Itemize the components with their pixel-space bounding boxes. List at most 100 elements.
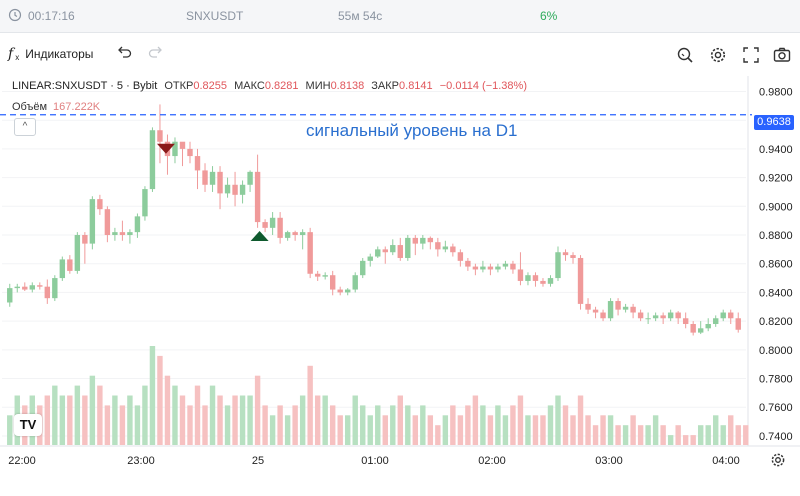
- low-label: МИН: [305, 80, 331, 92]
- volume-bar: [292, 405, 298, 445]
- volume-bar: [119, 405, 126, 445]
- volume-bar: [367, 415, 373, 445]
- time-axis[interactable]: 22:00 23:00 25 01:00 02:00 03:00 04:00: [8, 455, 740, 467]
- candle-body: [600, 312, 606, 319]
- candle-body: [420, 237, 426, 244]
- candle-body: [112, 232, 118, 236]
- volume-bar: [254, 375, 261, 445]
- candle-body: [532, 275, 539, 281]
- candle-body: [119, 232, 126, 236]
- candle-body: [59, 259, 66, 279]
- candle-body: [465, 260, 471, 267]
- candle-body: [217, 171, 223, 194]
- fullscreen-button[interactable]: [742, 46, 760, 64]
- signal-annotation: сигнальный уровень на D1: [306, 121, 518, 140]
- volume-bar: [577, 395, 584, 445]
- price-tick-label: 0.9200: [759, 173, 793, 185]
- candle-body: [262, 222, 268, 228]
- screenshot-button[interactable]: [773, 46, 791, 64]
- quick-search-button[interactable]: [676, 46, 694, 64]
- candle-body: [224, 184, 231, 194]
- volume-bar: [52, 385, 58, 445]
- volume-bar: [217, 395, 223, 445]
- time-tick-label: 01:00: [361, 455, 389, 467]
- open-value: 0.8255: [193, 80, 228, 92]
- price-tick-label: 0.9400: [759, 144, 793, 156]
- candle-body: [622, 306, 629, 310]
- candle-body: [277, 217, 283, 238]
- indicators-button[interactable]: f x Индикаторы: [8, 46, 93, 62]
- gear-icon: [771, 453, 785, 467]
- price-tick-label: 0.8200: [759, 316, 793, 328]
- tradingview-logo[interactable]: TV: [14, 414, 42, 436]
- candle-body: [457, 252, 464, 261]
- volume-bar: [44, 395, 51, 445]
- undo-button[interactable]: [116, 46, 132, 60]
- volume-bar: [314, 395, 321, 445]
- buy-marker-icon: [250, 231, 269, 242]
- volume-bar: [525, 415, 531, 445]
- candle-body: [637, 312, 644, 319]
- candle-body: [435, 242, 441, 250]
- candle-body: [74, 235, 81, 271]
- volume-bar: [412, 415, 419, 445]
- timer-text: 00:17:16: [28, 9, 75, 23]
- volume-bar: [179, 395, 186, 445]
- volume-bar: [284, 415, 291, 445]
- volume-bar: [562, 405, 569, 445]
- volume-bar: [149, 346, 156, 445]
- candle-body: [52, 278, 58, 299]
- time-tick-label: 25: [252, 455, 264, 467]
- volume-bar: [209, 385, 216, 445]
- volume-bar: [172, 385, 178, 445]
- volume-bar: [307, 365, 313, 445]
- axis-settings-button[interactable]: [770, 452, 786, 473]
- volume-bar: [352, 395, 358, 445]
- candle-body: [570, 255, 576, 258]
- volume-bar: [232, 395, 238, 445]
- price-axis[interactable]: 0.98000.96000.94000.92000.90000.88000.86…: [759, 86, 793, 442]
- candle-body: [645, 318, 651, 320]
- volume-bar: [104, 405, 111, 445]
- candle-body: [37, 285, 43, 287]
- price-tick-label: 0.7600: [759, 402, 793, 414]
- candle-body: [22, 286, 28, 290]
- settings-button[interactable]: [709, 46, 727, 64]
- candle-body: [89, 199, 96, 244]
- collapse-legend-button[interactable]: ^: [14, 118, 36, 136]
- candle-body: [555, 252, 561, 279]
- volume-bar: [442, 415, 449, 445]
- price-chart[interactable]: 0.98000.96000.94000.92000.90000.88000.86…: [0, 76, 800, 496]
- volume-bar: [337, 415, 343, 445]
- time-tick-label: 04:00: [712, 455, 740, 467]
- candle-body: [720, 312, 726, 319]
- low-value: 0.8138: [330, 80, 365, 92]
- candle-body: [525, 275, 531, 281]
- candle-body: [630, 306, 636, 313]
- volume-bar: [660, 425, 666, 445]
- volume-bar: [202, 405, 208, 445]
- symbol-legend[interactable]: LINEAR:SNXUSDT · 5 · Bybit: [12, 80, 158, 92]
- volume-bar: [630, 415, 636, 445]
- volume-bar: [735, 425, 741, 445]
- candle-body: [660, 315, 666, 319]
- volume-bar: [622, 425, 629, 445]
- volume-bar: [89, 375, 96, 445]
- volume-bar: [667, 435, 674, 445]
- volume-bar: [269, 415, 276, 445]
- candle-body: [675, 312, 681, 319]
- price-tick-label: 0.8800: [759, 230, 793, 242]
- candle-body: [390, 245, 396, 253]
- candle-body: [502, 263, 509, 267]
- volume-bar: [547, 405, 554, 445]
- candle-body: [682, 318, 689, 324]
- volume-bar: [7, 415, 13, 445]
- volume-value: 167.222K: [53, 101, 101, 113]
- redo-button[interactable]: [148, 46, 164, 60]
- volume-bar: [420, 405, 426, 445]
- candle-body: [337, 289, 343, 293]
- candle-body: [7, 288, 13, 303]
- candle-body: [179, 141, 186, 149]
- volume-bar: [435, 425, 441, 445]
- candle-body: [360, 260, 366, 276]
